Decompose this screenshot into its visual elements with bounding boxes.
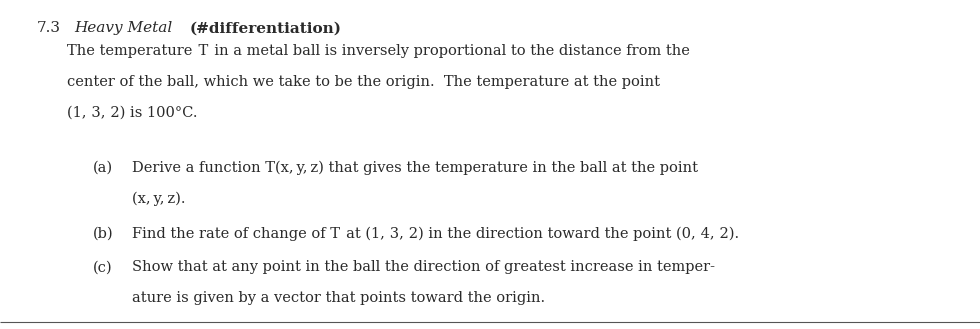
- Text: Show that at any point in the ball the direction of greatest increase in temper-: Show that at any point in the ball the d…: [132, 261, 715, 274]
- Text: Derive a function T(x, y, z) that gives the temperature in the ball at the point: Derive a function T(x, y, z) that gives …: [132, 161, 699, 175]
- Text: The temperature  T  in a metal ball is inversely proportional to the distance fr: The temperature T in a metal ball is inv…: [67, 44, 690, 58]
- Text: (x, y, z).: (x, y, z).: [132, 192, 186, 206]
- Text: 7.3: 7.3: [37, 21, 61, 36]
- Text: (c): (c): [93, 261, 113, 274]
- Text: ature is given by a vector that points toward the origin.: ature is given by a vector that points t…: [132, 291, 546, 305]
- Text: (1, 3, 2) is 100°C.: (1, 3, 2) is 100°C.: [67, 106, 197, 119]
- Text: center of the ball, which we take to be the origin.  The temperature at the poin: center of the ball, which we take to be …: [67, 75, 660, 89]
- Text: (a): (a): [93, 161, 114, 175]
- Text: Find the rate of change of T  at (1, 3, 2) in the direction toward the point (0,: Find the rate of change of T at (1, 3, 2…: [132, 226, 740, 240]
- Text: Heavy Metal: Heavy Metal: [74, 21, 172, 36]
- Text: (b): (b): [93, 226, 114, 240]
- Text: (#differentiation): (#differentiation): [190, 21, 342, 36]
